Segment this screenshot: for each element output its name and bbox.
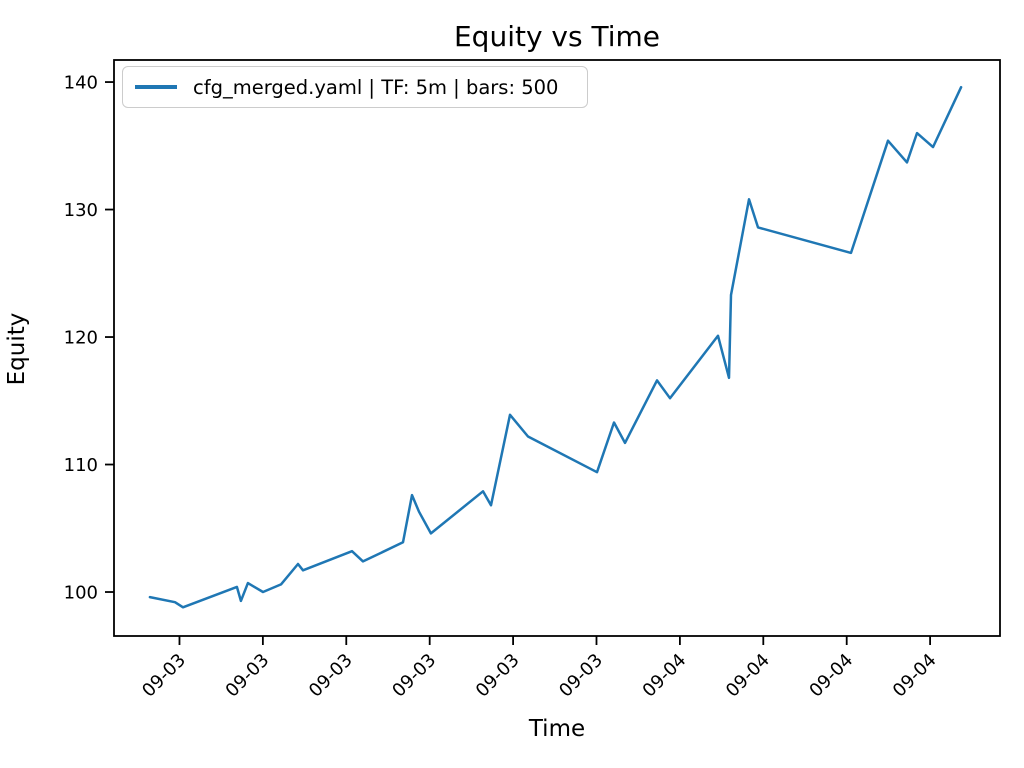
y-axis-ticks: 100 110 120 130 140 xyxy=(64,73,114,604)
y-tick-label: 120 xyxy=(64,328,98,349)
x-axis-ticks: 09-03 09-03 09-03 09-03 09-03 09-03 09-04 09-04… xyxy=(138,636,941,702)
legend-line-icon xyxy=(135,85,177,89)
legend-label: cfg_merged.yaml | TF: 5m | bars: 500 xyxy=(193,75,559,99)
y-tick-label: 110 xyxy=(64,455,98,476)
x-tick-label: 09-03 xyxy=(305,650,357,702)
x-tick-label: 09-03 xyxy=(555,650,607,702)
y-tick-label: 140 xyxy=(64,73,98,94)
x-tick-label: 09-03 xyxy=(388,650,440,702)
x-tick-label: 09-03 xyxy=(222,650,274,702)
x-tick-label: 09-04 xyxy=(722,650,774,702)
legend: cfg_merged.yaml | TF: 5m | bars: 500 xyxy=(122,66,588,108)
y-tick-label: 130 xyxy=(64,200,98,221)
x-axis-label: Time xyxy=(528,716,586,742)
x-tick-label: 09-04 xyxy=(639,650,691,702)
chart-title: Equity vs Time xyxy=(453,20,661,53)
equity-line xyxy=(148,85,963,609)
plot-spines xyxy=(113,59,1001,637)
x-tick-label: 09-04 xyxy=(889,650,941,702)
x-tick-label: 09-03 xyxy=(472,650,524,702)
x-tick-label: 09-04 xyxy=(805,650,857,702)
y-tick-label: 100 xyxy=(64,583,98,604)
x-tick-label: 09-03 xyxy=(138,650,190,702)
